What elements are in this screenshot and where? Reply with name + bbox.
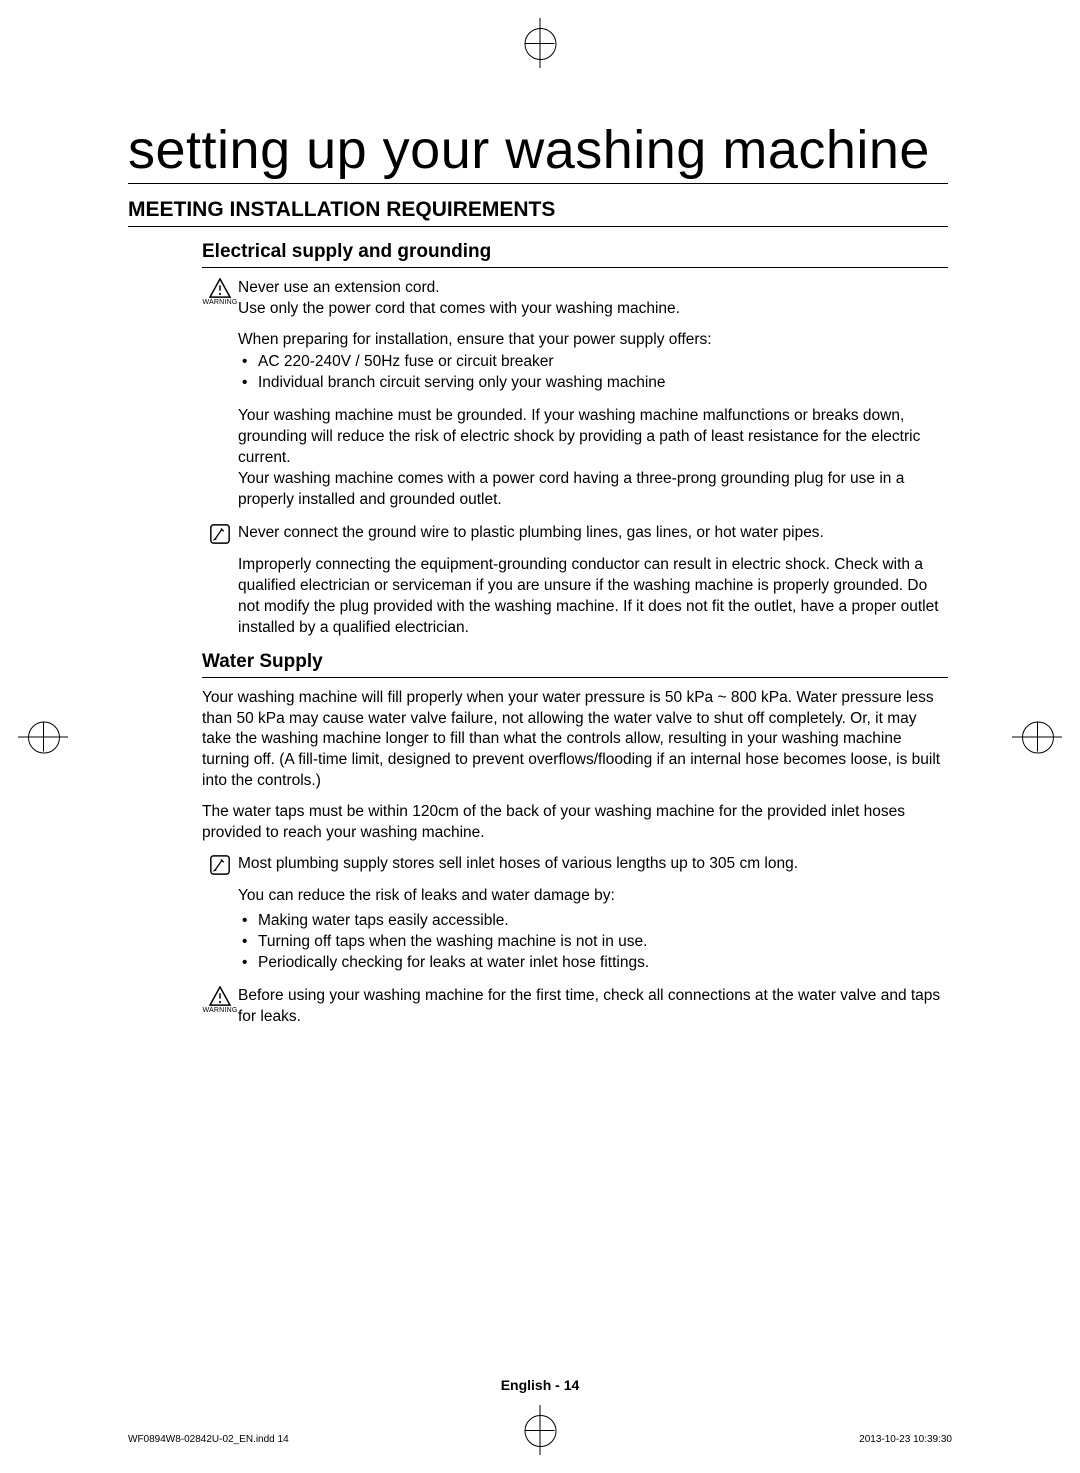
print-meta-left: WF0894W8-02842U-02_EN.indd 14: [128, 1434, 289, 1445]
page-footer: English - 14: [0, 1377, 1080, 1393]
note-icon: [209, 854, 231, 876]
warning-line2: Use only the power cord that comes with …: [238, 299, 948, 320]
subsection-heading-water: Water Supply: [202, 651, 948, 678]
prep-bullets: AC 220-240V / 50Hz fuse or circuit break…: [238, 352, 948, 394]
improper-para: Improperly connecting the equipment-grou…: [238, 555, 948, 639]
list-item: Periodically checking for leaks at water…: [238, 953, 948, 974]
note-text: Never connect the ground wire to plastic…: [238, 523, 948, 544]
note-icon: [209, 523, 231, 545]
list-item: Individual branch circuit serving only y…: [238, 373, 948, 394]
section-heading: MEETING INSTALLATION REQUIREMENTS: [128, 198, 948, 227]
warning-text-water: Before using your washing machine for th…: [238, 986, 948, 1028]
reduce-intro: You can reduce the risk of leaks and wat…: [238, 886, 948, 907]
warning-icon: [209, 278, 231, 298]
prep-intro: When preparing for installation, ensure …: [238, 330, 948, 351]
page-content: setting up your washing machine MEETING …: [128, 122, 948, 1038]
improper-block: Improperly connecting the equipment-grou…: [238, 555, 948, 639]
warning-line1: Never use an extension cord.: [238, 278, 948, 299]
warning-label: WARNING: [203, 299, 238, 306]
note-block: Never connect the ground wire to plastic…: [202, 523, 948, 545]
warning-block-water: WARNING Before using your washing machin…: [202, 986, 948, 1028]
warning-label: WARNING: [203, 1007, 238, 1014]
subsection-heading-electrical: Electrical supply and grounding: [202, 241, 948, 268]
crop-mark-bottom: [540, 1405, 541, 1455]
taps-para: The water taps must be within 120cm of t…: [202, 802, 948, 844]
crop-mark-left: [18, 736, 68, 737]
list-item: AC 220-240V / 50Hz fuse or circuit break…: [238, 352, 948, 373]
page-title: setting up your washing machine: [128, 122, 948, 184]
warning-block: WARNING Never use an extension cord. Use…: [202, 278, 948, 320]
crop-mark-top: [540, 18, 541, 68]
crop-mark-right: [1012, 736, 1062, 737]
ground-para: Your washing machine must be grounded. I…: [238, 406, 948, 511]
print-meta-right: 2013-10-23 10:39:30: [859, 1434, 952, 1445]
list-item: Making water taps easily accessible.: [238, 911, 948, 932]
warning-icon-col: WARNING: [202, 278, 238, 306]
pressure-para: Your washing machine will fill properly …: [202, 688, 948, 793]
warning-icon: [209, 986, 231, 1006]
warning-icon-col: WARNING: [202, 986, 238, 1014]
list-item: Turning off taps when the washing machin…: [238, 932, 948, 953]
prep-block: When preparing for installation, ensure …: [238, 330, 948, 395]
subsection-electrical: Electrical supply and grounding WARNING …: [202, 241, 948, 639]
reduce-bullets: Making water taps easily accessible. Tur…: [238, 911, 948, 974]
warning-text: Never use an extension cord. Use only th…: [238, 278, 948, 320]
note-text-water: Most plumbing supply stores sell inlet h…: [238, 854, 948, 875]
note-icon-col: [202, 523, 238, 545]
note-block-water: Most plumbing supply stores sell inlet h…: [202, 854, 948, 876]
note-icon-col: [202, 854, 238, 876]
reduce-block: You can reduce the risk of leaks and wat…: [238, 886, 948, 974]
ground-block: Your washing machine must be grounded. I…: [238, 406, 948, 511]
subsection-water: Water Supply Your washing machine will f…: [202, 651, 948, 1028]
